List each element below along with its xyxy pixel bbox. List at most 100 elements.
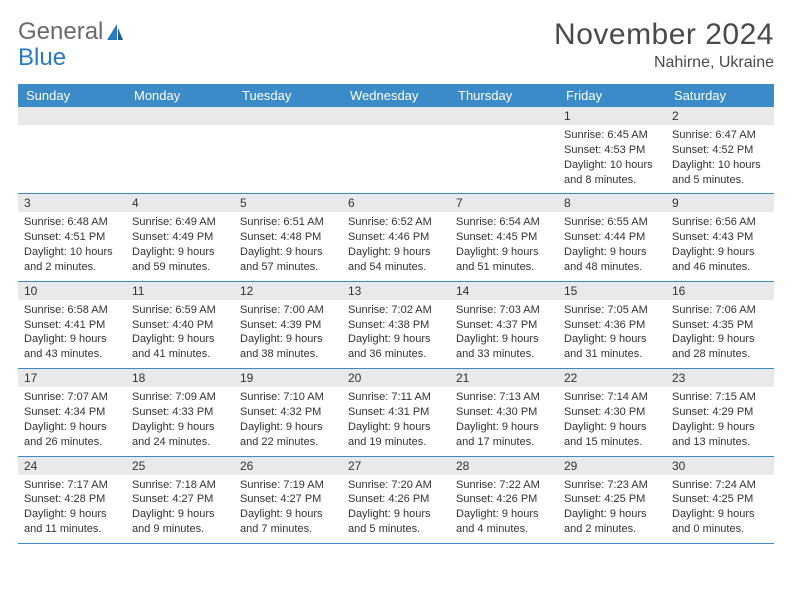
cell-body: Sunrise: 6:54 AMSunset: 4:45 PMDaylight:… xyxy=(450,212,558,280)
daylight-text: Daylight: 10 hours and 2 minutes. xyxy=(24,245,120,275)
cell-body: Sunrise: 7:23 AMSunset: 4:25 PMDaylight:… xyxy=(558,475,666,543)
sunrise-text: Sunrise: 6:52 AM xyxy=(348,215,444,230)
sunset-text: Sunset: 4:34 PM xyxy=(24,405,120,420)
daylight-text: Daylight: 9 hours and 31 minutes. xyxy=(564,332,660,362)
brand-word2: Blue xyxy=(18,44,66,72)
daylight-text: Daylight: 9 hours and 15 minutes. xyxy=(564,420,660,450)
day-number: 1 xyxy=(558,107,666,125)
sunrise-text: Sunrise: 6:56 AM xyxy=(672,215,768,230)
week-row: 24Sunrise: 7:17 AMSunset: 4:28 PMDayligh… xyxy=(18,457,774,544)
cell-body: Sunrise: 6:48 AMSunset: 4:51 PMDaylight:… xyxy=(18,212,126,280)
calendar-cell: 3Sunrise: 6:48 AMSunset: 4:51 PMDaylight… xyxy=(18,194,126,280)
day-number: 22 xyxy=(558,369,666,387)
cell-body: Sunrise: 7:07 AMSunset: 4:34 PMDaylight:… xyxy=(18,387,126,455)
calendar-cell: 20Sunrise: 7:11 AMSunset: 4:31 PMDayligh… xyxy=(342,369,450,455)
sunset-text: Sunset: 4:30 PM xyxy=(456,405,552,420)
title-block: November 2024 Nahirne, Ukraine xyxy=(554,18,774,72)
daylight-text: Daylight: 9 hours and 41 minutes. xyxy=(132,332,228,362)
daylight-text: Daylight: 9 hours and 33 minutes. xyxy=(456,332,552,362)
cell-body: Sunrise: 7:05 AMSunset: 4:36 PMDaylight:… xyxy=(558,300,666,368)
sunrise-text: Sunrise: 7:07 AM xyxy=(24,390,120,405)
daylight-text: Daylight: 9 hours and 2 minutes. xyxy=(564,507,660,537)
sunrise-text: Sunrise: 7:24 AM xyxy=(672,478,768,493)
day-number: 2 xyxy=(666,107,774,125)
sunrise-text: Sunrise: 6:45 AM xyxy=(564,128,660,143)
daylight-text: Daylight: 9 hours and 59 minutes. xyxy=(132,245,228,275)
calendar-cell xyxy=(18,107,126,193)
cell-body: Sunrise: 7:13 AMSunset: 4:30 PMDaylight:… xyxy=(450,387,558,455)
day-header-tue: Tuesday xyxy=(234,84,342,107)
sunrise-text: Sunrise: 6:47 AM xyxy=(672,128,768,143)
daylight-text: Daylight: 9 hours and 54 minutes. xyxy=(348,245,444,275)
sunset-text: Sunset: 4:28 PM xyxy=(24,492,120,507)
day-number: 29 xyxy=(558,457,666,475)
daylight-text: Daylight: 9 hours and 38 minutes. xyxy=(240,332,336,362)
sunset-text: Sunset: 4:32 PM xyxy=(240,405,336,420)
calendar-cell: 18Sunrise: 7:09 AMSunset: 4:33 PMDayligh… xyxy=(126,369,234,455)
sail-icon xyxy=(105,22,125,42)
calendar-cell xyxy=(450,107,558,193)
day-number: 12 xyxy=(234,282,342,300)
day-number: 8 xyxy=(558,194,666,212)
brand-word1: General xyxy=(18,18,103,46)
calendar-cell: 8Sunrise: 6:55 AMSunset: 4:44 PMDaylight… xyxy=(558,194,666,280)
day-header-thu: Thursday xyxy=(450,84,558,107)
cell-body: Sunrise: 7:10 AMSunset: 4:32 PMDaylight:… xyxy=(234,387,342,455)
calendar-cell: 14Sunrise: 7:03 AMSunset: 4:37 PMDayligh… xyxy=(450,282,558,368)
sunrise-text: Sunrise: 7:20 AM xyxy=(348,478,444,493)
daylight-text: Daylight: 9 hours and 4 minutes. xyxy=(456,507,552,537)
sunset-text: Sunset: 4:53 PM xyxy=(564,143,660,158)
day-number: 27 xyxy=(342,457,450,475)
cell-body: Sunrise: 7:09 AMSunset: 4:33 PMDaylight:… xyxy=(126,387,234,455)
sunset-text: Sunset: 4:35 PM xyxy=(672,318,768,333)
day-number xyxy=(234,107,342,125)
day-number: 24 xyxy=(18,457,126,475)
calendar-cell: 6Sunrise: 6:52 AMSunset: 4:46 PMDaylight… xyxy=(342,194,450,280)
daylight-text: Daylight: 9 hours and 7 minutes. xyxy=(240,507,336,537)
cell-body: Sunrise: 7:20 AMSunset: 4:26 PMDaylight:… xyxy=(342,475,450,543)
cell-body xyxy=(450,125,558,193)
calendar-cell: 23Sunrise: 7:15 AMSunset: 4:29 PMDayligh… xyxy=(666,369,774,455)
header: General November 2024 Nahirne, Ukraine xyxy=(18,18,774,72)
sunrise-text: Sunrise: 6:59 AM xyxy=(132,303,228,318)
daylight-text: Daylight: 9 hours and 0 minutes. xyxy=(672,507,768,537)
cell-body: Sunrise: 6:59 AMSunset: 4:40 PMDaylight:… xyxy=(126,300,234,368)
sunset-text: Sunset: 4:26 PM xyxy=(456,492,552,507)
sunrise-text: Sunrise: 7:23 AM xyxy=(564,478,660,493)
sunrise-text: Sunrise: 7:15 AM xyxy=(672,390,768,405)
day-header-wed: Wednesday xyxy=(342,84,450,107)
sunrise-text: Sunrise: 7:00 AM xyxy=(240,303,336,318)
day-number: 15 xyxy=(558,282,666,300)
cell-body: Sunrise: 6:49 AMSunset: 4:49 PMDaylight:… xyxy=(126,212,234,280)
calendar-cell: 19Sunrise: 7:10 AMSunset: 4:32 PMDayligh… xyxy=(234,369,342,455)
sunrise-text: Sunrise: 7:19 AM xyxy=(240,478,336,493)
cell-body: Sunrise: 7:24 AMSunset: 4:25 PMDaylight:… xyxy=(666,475,774,543)
daylight-text: Daylight: 9 hours and 46 minutes. xyxy=(672,245,768,275)
sunrise-text: Sunrise: 7:09 AM xyxy=(132,390,228,405)
sunset-text: Sunset: 4:41 PM xyxy=(24,318,120,333)
calendar: Sunday Monday Tuesday Wednesday Thursday… xyxy=(18,84,774,544)
sunrise-text: Sunrise: 7:06 AM xyxy=(672,303,768,318)
day-number xyxy=(342,107,450,125)
sunrise-text: Sunrise: 7:03 AM xyxy=(456,303,552,318)
cell-body: Sunrise: 6:56 AMSunset: 4:43 PMDaylight:… xyxy=(666,212,774,280)
daylight-text: Daylight: 9 hours and 9 minutes. xyxy=(132,507,228,537)
sunset-text: Sunset: 4:27 PM xyxy=(240,492,336,507)
sunset-text: Sunset: 4:31 PM xyxy=(348,405,444,420)
calendar-cell: 5Sunrise: 6:51 AMSunset: 4:48 PMDaylight… xyxy=(234,194,342,280)
day-number: 19 xyxy=(234,369,342,387)
day-number: 4 xyxy=(126,194,234,212)
sunset-text: Sunset: 4:30 PM xyxy=(564,405,660,420)
cell-body xyxy=(342,125,450,193)
day-number: 7 xyxy=(450,194,558,212)
day-number: 17 xyxy=(18,369,126,387)
day-number: 26 xyxy=(234,457,342,475)
calendar-cell: 28Sunrise: 7:22 AMSunset: 4:26 PMDayligh… xyxy=(450,457,558,543)
sunset-text: Sunset: 4:25 PM xyxy=(672,492,768,507)
daylight-text: Daylight: 9 hours and 19 minutes. xyxy=(348,420,444,450)
sunset-text: Sunset: 4:46 PM xyxy=(348,230,444,245)
calendar-cell: 21Sunrise: 7:13 AMSunset: 4:30 PMDayligh… xyxy=(450,369,558,455)
day-header-mon: Monday xyxy=(126,84,234,107)
calendar-cell: 22Sunrise: 7:14 AMSunset: 4:30 PMDayligh… xyxy=(558,369,666,455)
daylight-text: Daylight: 9 hours and 22 minutes. xyxy=(240,420,336,450)
